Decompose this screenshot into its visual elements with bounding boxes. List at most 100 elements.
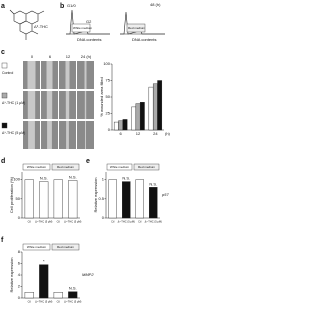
x-tick-label: Ctl [28, 300, 32, 304]
y-tick-label: 50 [106, 94, 111, 99]
wound-gap [46, 91, 53, 119]
bar [148, 86, 154, 131]
x-tick-label: Δ⁹-THC (5 μM) [35, 220, 52, 224]
time-header: 12 [66, 54, 71, 59]
annotation: N.S. [122, 176, 130, 181]
g2-label: G2 [86, 19, 92, 24]
histogram [66, 9, 110, 35]
bar [68, 291, 78, 299]
y-axis-label: Relative expression [93, 178, 98, 213]
wound-gap [46, 61, 53, 89]
bar [131, 106, 137, 131]
y-tick-label: 75 [106, 78, 111, 83]
bar [108, 179, 117, 219]
image-grid [23, 61, 94, 149]
legend-swatch [1, 122, 8, 129]
wound-gap [84, 91, 87, 119]
medium-label: White medium [73, 26, 93, 30]
annotation: N.S. [149, 181, 157, 186]
medium-box [133, 163, 160, 171]
y-axis-label: Cell proliferation (%) [9, 176, 14, 213]
x-tick-label: Δ⁹-THC (5 μM) [145, 220, 162, 224]
bar [53, 292, 63, 299]
bar [24, 292, 34, 299]
x-tick-label: Δ⁹-THC (5 μM) [64, 220, 81, 224]
x-axis-label: DNA contents [132, 37, 156, 42]
medium-label: Red medium [128, 26, 146, 30]
y-tick-label: 0.5 [98, 196, 104, 201]
bar [121, 181, 131, 219]
histogram [120, 11, 165, 35]
x-tick-label: Ctl [57, 300, 61, 304]
x-tick-label: 12 [136, 131, 141, 136]
x-tick-label: Ctl [57, 220, 61, 224]
bar [113, 121, 119, 131]
y-axis-label: % wounded area filled [99, 77, 104, 116]
y-tick-label: 0 [18, 295, 21, 300]
x-tick-label: Δ⁹-THC (5 μM) [35, 300, 52, 304]
bar [135, 179, 144, 219]
medium-box [22, 243, 51, 251]
annotation: N.S. [69, 286, 77, 291]
wound-gap [47, 121, 52, 149]
x-axis-label: DNA contents [77, 37, 101, 42]
time-header: 24 (h) [81, 54, 92, 59]
panel-letter: c [1, 49, 5, 56]
peak-label: G1/0 [67, 3, 76, 8]
y-tick-label: 50 [16, 196, 21, 201]
row-label: Control [2, 71, 14, 75]
y-tick-label: 100 [13, 177, 20, 182]
medium-box [106, 163, 133, 171]
bar [24, 179, 34, 219]
panel-letter: a [1, 3, 5, 10]
x-tick-label: Δ⁹-THC (5 μM) [118, 220, 135, 224]
medium-box [51, 243, 80, 251]
wound-gap [65, 61, 70, 89]
bar [39, 181, 49, 219]
y-tick-label: 100 [103, 61, 110, 66]
medium-box [22, 163, 51, 171]
medium-box [51, 163, 80, 171]
annotation: N.S. [69, 174, 77, 179]
row-label: Δ⁹-THC (5 μM) [2, 131, 25, 135]
x-tick-label: 24 [153, 131, 158, 136]
medium-box [71, 23, 91, 33]
annotation: N.S. [40, 176, 48, 181]
bar [135, 103, 141, 131]
x-tick-label: Ctl [138, 220, 142, 224]
gene-label: p57 [161, 192, 169, 197]
y-tick-label: 1 [102, 177, 105, 182]
bar [39, 264, 49, 299]
time-header: 6 [49, 54, 52, 59]
legend-swatch [1, 62, 8, 69]
wound-gap [65, 91, 70, 119]
wound-gap [27, 91, 36, 119]
panel-letter: e [86, 158, 90, 165]
y-axis-label: Relative expression [9, 258, 14, 293]
time-label: 48 (h) [150, 2, 161, 7]
group-label: Red medium [57, 245, 75, 249]
bar [68, 180, 78, 219]
gene-label: MMP2 [82, 272, 94, 277]
bar [53, 179, 63, 219]
y-tick-label: 4 [18, 272, 21, 277]
y-tick-label: 25 [106, 111, 111, 116]
legend-swatch [1, 92, 8, 99]
panel-letter: b [60, 3, 64, 10]
wound-gap [28, 121, 35, 149]
wound-gap [85, 121, 86, 149]
time-header: 0 [31, 54, 34, 59]
bar [152, 83, 158, 131]
medium-box [126, 23, 146, 33]
wound-gap [84, 61, 87, 89]
y-tick-label: 2 [18, 284, 21, 289]
group-label: White medium [27, 245, 47, 249]
bar [118, 120, 124, 131]
y-tick-label: 6 [18, 261, 21, 266]
bar [122, 119, 128, 131]
wound-gap [66, 121, 69, 149]
bar [148, 187, 158, 219]
panel-letter: f [1, 237, 4, 244]
